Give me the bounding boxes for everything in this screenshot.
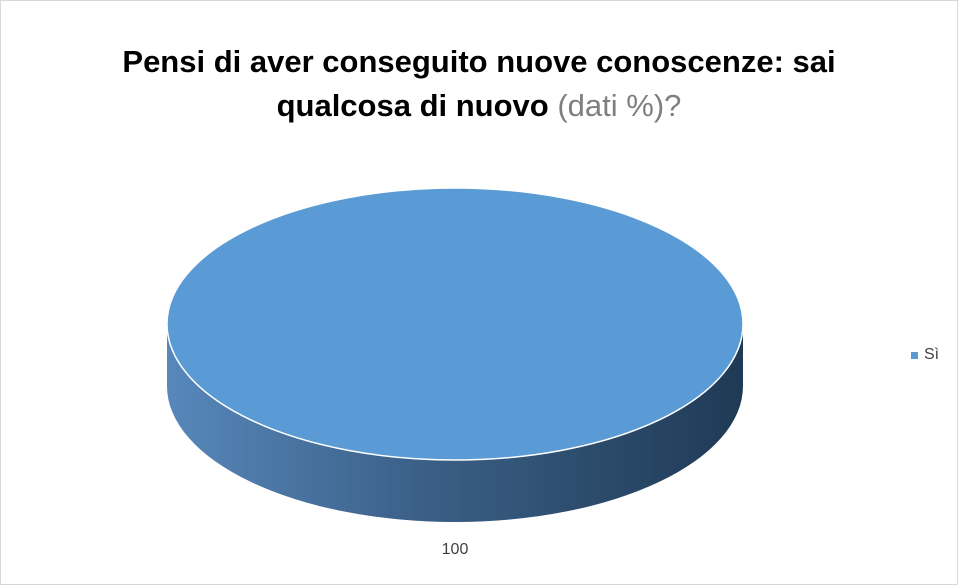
data-label: 100 [441,541,469,558]
pie-slice-sì [166,187,744,461]
title-line-1: Pensi di aver conseguito nuove conoscenz… [122,44,836,79]
legend: Sì [911,346,939,364]
pie-slice-side [167,324,743,522]
legend-swatch [911,351,918,359]
title-unit: (dati %)? [548,88,682,123]
legend-label: Sì [924,346,940,363]
title-line-2: qualcosa di nuovo [276,88,549,123]
chart-title: Pensi di aver conseguito nuove conoscenz… [0,40,958,128]
